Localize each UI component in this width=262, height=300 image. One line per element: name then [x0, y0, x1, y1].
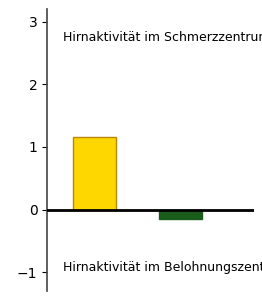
Bar [159, 209, 202, 219]
Text: Hirnaktivität im Schmerzzentrum: Hirnaktivität im Schmerzzentrum [63, 31, 262, 44]
Text: Hirnaktivität im Belohnungszentrum: Hirnaktivität im Belohnungszentrum [63, 261, 262, 274]
Bar [73, 137, 116, 209]
